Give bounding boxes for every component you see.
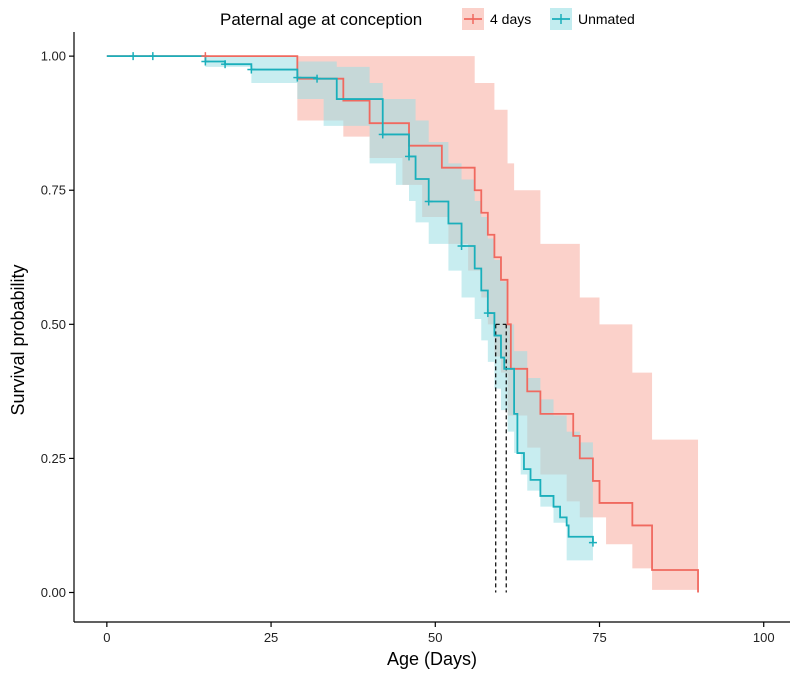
x-axis-label: Age (Days) [387, 649, 477, 669]
survival-curve-4-days [106, 55, 699, 593]
x-tick-label-100: 100 [753, 630, 775, 645]
x-ticks: 0 25 50 75 100 [103, 622, 775, 645]
confidence-bands [106, 56, 699, 590]
legend: Paternal age at conception 4 days Unmate… [220, 8, 635, 30]
legend-label-unmated: Unmated [578, 11, 635, 27]
legend-item-4-days: 4 days [462, 8, 531, 30]
y-tick-label-4: 1.00 [41, 49, 66, 64]
confidence-band-unmated [106, 56, 593, 561]
legend-label-4-days: 4 days [490, 11, 531, 27]
y-ticks: 0.00 0.25 0.50 0.75 1.00 [41, 49, 74, 600]
y-tick-label-3: 0.75 [41, 183, 66, 198]
x-tick-label-75: 75 [592, 630, 606, 645]
y-tick-label-1: 0.25 [41, 451, 66, 466]
x-tick-label-50: 50 [428, 630, 442, 645]
y-tick-label-2: 0.50 [41, 317, 66, 332]
y-tick-label-0: 0.00 [41, 585, 66, 600]
censor-marks [129, 52, 597, 547]
y-axis-label: Survival probability [8, 264, 28, 415]
x-tick-label-0: 0 [103, 630, 110, 645]
legend-item-unmated: Unmated [550, 8, 635, 30]
legend-title: Paternal age at conception [220, 10, 422, 29]
x-tick-label-25: 25 [264, 630, 278, 645]
axes [73, 32, 790, 623]
